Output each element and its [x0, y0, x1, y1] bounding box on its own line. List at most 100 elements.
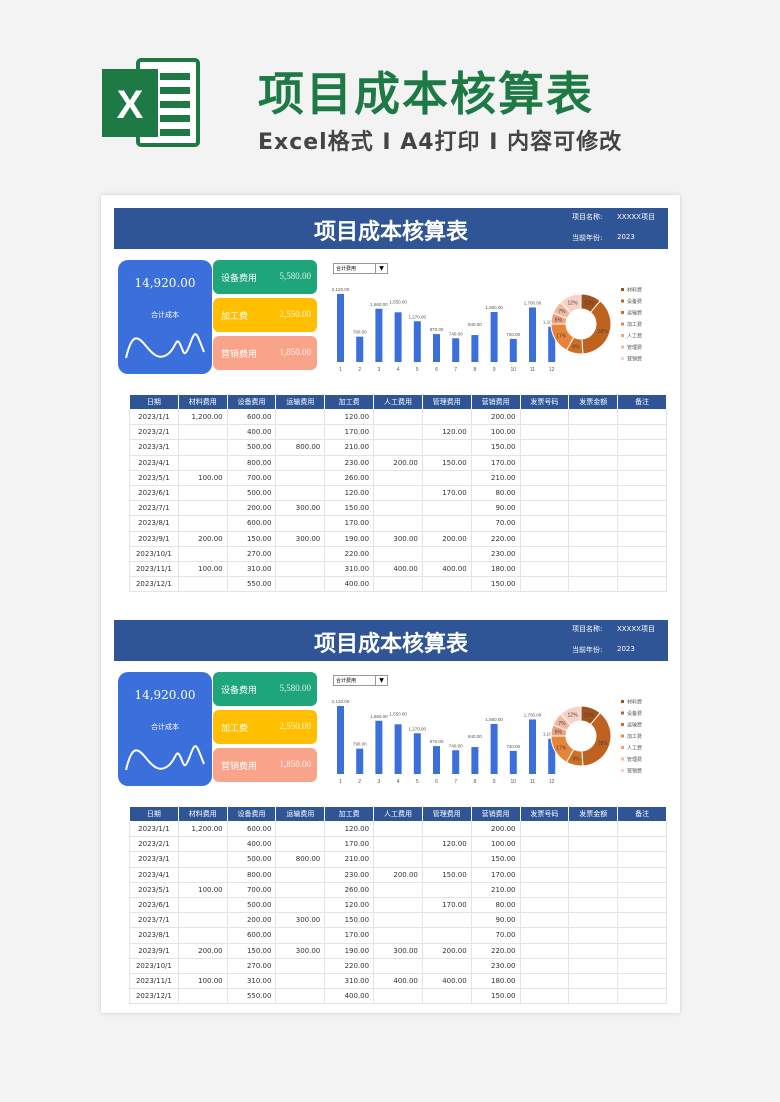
table-cell[interactable] [373, 881, 423, 898]
table-cell[interactable]: 220.00 [324, 957, 375, 974]
table-cell[interactable]: 800.00 [275, 851, 326, 868]
table-cell[interactable] [177, 424, 228, 441]
table-cell[interactable] [421, 912, 472, 929]
table-cell[interactable] [617, 530, 667, 547]
table-cell[interactable]: 2023/1/1 [129, 408, 179, 426]
table-cell[interactable]: 120.00 [324, 896, 375, 914]
table-cell[interactable]: 2023/5/1 [129, 881, 179, 898]
table-cell[interactable]: 90.00 [470, 500, 521, 517]
table-cell[interactable] [421, 881, 472, 898]
table-cell[interactable]: 210.00 [470, 881, 521, 898]
table-cell[interactable]: 200.00 [470, 820, 521, 838]
table-cell[interactable]: 190.00 [324, 530, 375, 547]
table-cell[interactable]: 500.00 [226, 439, 277, 456]
table-cell[interactable]: 500.00 [226, 484, 277, 502]
table-cell[interactable] [519, 424, 570, 441]
chevron-down-icon[interactable]: ▼ [375, 264, 387, 273]
table-cell[interactable] [275, 454, 326, 471]
table-cell[interactable]: 80.00 [470, 484, 521, 502]
table-cell[interactable]: 2023/12/1 [129, 988, 179, 1005]
table-cell[interactable] [568, 424, 619, 441]
table-cell[interactable]: 300.00 [275, 912, 326, 929]
table-cell[interactable] [373, 836, 423, 853]
table-cell[interactable]: 210.00 [470, 469, 521, 486]
table-cell[interactable]: 600.00 [226, 408, 277, 426]
table-cell[interactable] [568, 866, 619, 883]
table-cell[interactable] [275, 515, 326, 532]
table-cell[interactable]: 800.00 [226, 454, 277, 471]
table-cell[interactable] [519, 469, 570, 486]
table-cell[interactable]: 150.00 [421, 866, 472, 883]
table-cell[interactable] [568, 560, 619, 578]
table-cell[interactable] [617, 988, 667, 1005]
table-cell[interactable] [519, 881, 570, 898]
table-cell[interactable]: 100.00 [177, 560, 228, 578]
table-cell[interactable] [421, 820, 472, 838]
table-cell[interactable] [617, 408, 667, 426]
table-cell[interactable]: 270.00 [226, 957, 277, 974]
table-cell[interactable]: 2023/9/1 [129, 942, 179, 959]
table-cell[interactable]: 2023/9/1 [129, 530, 179, 547]
table-cell[interactable]: 400.00 [373, 560, 423, 578]
table-cell[interactable] [568, 881, 619, 898]
table-cell[interactable] [177, 515, 228, 532]
table-cell[interactable] [177, 836, 228, 853]
table-cell[interactable] [519, 560, 570, 578]
table-cell[interactable]: 400.00 [324, 576, 375, 593]
table-cell[interactable]: 2023/2/1 [129, 424, 179, 441]
table-cell[interactable]: 170.00 [421, 484, 472, 502]
table-cell[interactable]: 70.00 [470, 515, 521, 532]
table-cell[interactable]: 500.00 [226, 851, 277, 868]
table-cell[interactable] [617, 942, 667, 959]
table-cell[interactable] [519, 896, 570, 914]
table-cell[interactable]: 2023/1/1 [129, 820, 179, 838]
table-cell[interactable] [568, 972, 619, 990]
table-cell[interactable] [568, 836, 619, 853]
table-cell[interactable]: 100.00 [177, 469, 228, 486]
table-cell[interactable] [275, 545, 326, 562]
table-cell[interactable]: 170.00 [470, 866, 521, 883]
table-cell[interactable] [519, 927, 570, 944]
table-cell[interactable]: 100.00 [177, 972, 228, 990]
table-cell[interactable] [275, 560, 326, 578]
table-cell[interactable]: 2023/11/1 [129, 560, 179, 578]
table-cell[interactable]: 600.00 [226, 927, 277, 944]
table-cell[interactable]: 800.00 [275, 439, 326, 456]
table-cell[interactable]: 2023/3/1 [129, 439, 179, 456]
table-cell[interactable]: 300.00 [373, 942, 423, 959]
table-cell[interactable]: 180.00 [470, 560, 521, 578]
table-cell[interactable]: 200.00 [226, 500, 277, 517]
table-cell[interactable] [421, 515, 472, 532]
table-cell[interactable] [177, 988, 228, 1005]
table-cell[interactable] [373, 820, 423, 838]
table-cell[interactable] [373, 927, 423, 944]
table-cell[interactable] [373, 500, 423, 517]
table-cell[interactable] [568, 942, 619, 959]
table-cell[interactable] [373, 515, 423, 532]
table-cell[interactable] [421, 957, 472, 974]
table-cell[interactable]: 150.00 [470, 851, 521, 868]
table-cell[interactable]: 120.00 [324, 408, 375, 426]
table-cell[interactable]: 80.00 [470, 896, 521, 914]
table-cell[interactable] [373, 408, 423, 426]
table-cell[interactable] [177, 927, 228, 944]
table-cell[interactable] [275, 469, 326, 486]
table-cell[interactable] [373, 957, 423, 974]
table-cell[interactable] [519, 912, 570, 929]
table-cell[interactable]: 2023/6/1 [129, 484, 179, 502]
table-cell[interactable] [177, 912, 228, 929]
table-cell[interactable]: 300.00 [275, 530, 326, 547]
table-cell[interactable] [568, 927, 619, 944]
table-cell[interactable] [519, 408, 570, 426]
table-cell[interactable] [177, 454, 228, 471]
table-cell[interactable] [568, 454, 619, 471]
chevron-down-icon[interactable]: ▼ [375, 676, 387, 685]
table-cell[interactable]: 120.00 [324, 820, 375, 838]
table-cell[interactable]: 200.00 [226, 912, 277, 929]
table-cell[interactable]: 200.00 [470, 408, 521, 426]
table-cell[interactable] [275, 881, 326, 898]
table-cell[interactable]: 150.00 [470, 439, 521, 456]
table-cell[interactable] [617, 851, 667, 868]
table-cell[interactable] [617, 881, 667, 898]
table-cell[interactable]: 400.00 [421, 972, 472, 990]
